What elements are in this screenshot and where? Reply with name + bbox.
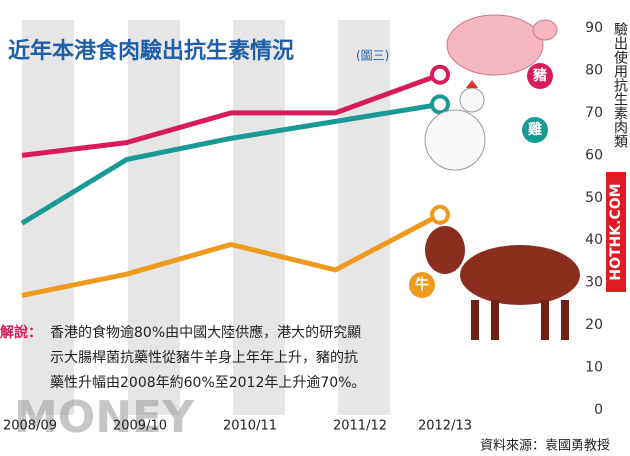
comb: [466, 80, 478, 88]
logo: MONEY: [14, 392, 195, 443]
y-label: 驗出使用抗生素肉類: [612, 22, 628, 148]
legend-badge: [409, 272, 435, 298]
watermark-box: [606, 172, 626, 292]
legend-label: 雞: [527, 121, 542, 138]
legend-label: 豬: [532, 67, 547, 84]
series-line: [21, 72, 441, 158]
bands: [22, 20, 390, 415]
chicken: [424, 109, 486, 171]
bull-legs: [471, 300, 569, 340]
band: [233, 20, 285, 415]
pig: [446, 14, 544, 76]
band: [338, 20, 390, 415]
chicken-head: [459, 87, 485, 113]
plot: 豬雞牛: [20, 63, 553, 298]
x-tick-label: 2010/11: [223, 419, 277, 434]
annotation-label: 解說：: [0, 324, 42, 341]
legend-badge: [527, 63, 553, 89]
watermark: HOTHK.COM: [608, 183, 624, 280]
pig-head: [532, 19, 558, 41]
y-tick-label: 70: [585, 105, 603, 121]
source: 資料來源：袁國勇教授: [480, 438, 610, 454]
y-tick-label: 0: [594, 402, 603, 418]
end-marker: [430, 64, 450, 85]
y-tick-label: 90: [585, 20, 603, 36]
y-tick-label: 20: [585, 317, 603, 333]
y-tick-label: 80: [585, 62, 603, 78]
annotation-line: 香港的食物逾80%由中國大陸供應，港大的研究顯: [50, 324, 361, 341]
band: [128, 20, 180, 415]
y-tick-label: 40: [585, 232, 603, 248]
subtitle: (圖三): [356, 49, 389, 63]
x-tick-label: 2008/09: [3, 419, 57, 434]
legend-label: 牛: [415, 276, 429, 293]
bull: [460, 245, 580, 305]
end-marker: [430, 94, 450, 115]
title: 近年本港食肉驗出抗生素情況: [8, 38, 294, 64]
series-line: [20, 101, 441, 226]
legend-badge: [522, 117, 548, 143]
x-tick-label: 2012/13: [418, 419, 472, 434]
x-tick-label: 2011/12: [333, 419, 387, 434]
x-tick-label: 2009/10: [113, 419, 167, 434]
series-line: [21, 212, 442, 298]
animals: [424, 14, 580, 340]
bull-head: [425, 226, 465, 274]
y-tick-label: 60: [585, 147, 603, 163]
annotation: 香港的食物逾80%由中國大陸供應，港大的研究顯示大腸桿菌抗藥性從豬牛羊身上年年上…: [50, 324, 366, 391]
y-tick-label: 10: [585, 360, 603, 376]
end-marker: [430, 204, 450, 225]
annotation-line: 藥性升幅由2008年約60%至2012年上升逾70%。: [50, 375, 366, 391]
annotation-line: 示大腸桿菌抗藥性從豬牛羊身上年年上升，豬的抗: [50, 350, 358, 366]
y-tick-label: 50: [585, 190, 603, 206]
y-tick-label: 30: [585, 275, 603, 291]
